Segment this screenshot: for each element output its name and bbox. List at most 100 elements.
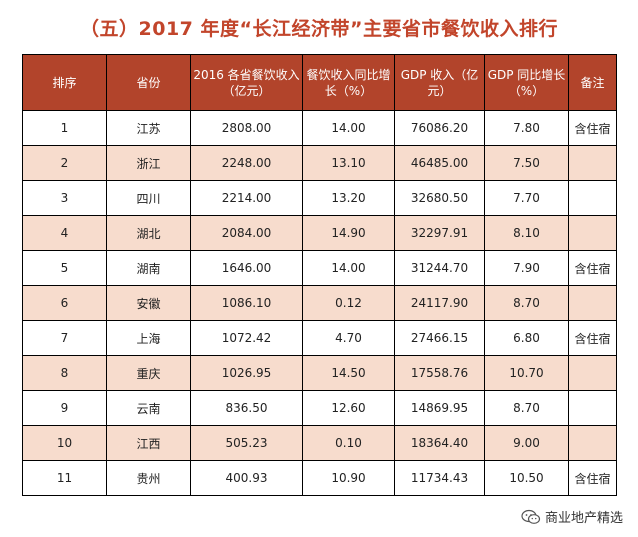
- header-gdp-growth: GDP 同比增长（%）: [484, 54, 569, 111]
- gdp-growth-cell: 7.70: [484, 180, 569, 216]
- province-cell: 湖北: [106, 215, 191, 251]
- catering-growth-cell: 4.70: [302, 320, 395, 356]
- catering-growth-cell: 10.90: [302, 460, 395, 496]
- notes-cell: 含住宿: [568, 320, 617, 356]
- catering-revenue-cell: 1072.42: [190, 320, 303, 356]
- catering-revenue-cell: 1086.10: [190, 285, 303, 321]
- table-row: 11 贵州 400.93 10.90 11734.43 10.50 含住宿: [22, 460, 617, 496]
- table-row: 5 湖南 1646.00 14.00 31244.70 7.90 含住宿: [22, 250, 617, 286]
- notes-cell: [568, 215, 617, 251]
- rank-cell: 8: [22, 355, 107, 391]
- catering-revenue-cell: 400.93: [190, 460, 303, 496]
- header-catering-revenue: 2016 各省餐饮收入（亿元）: [190, 54, 303, 111]
- catering-growth-cell: 0.12: [302, 285, 395, 321]
- catering-revenue-cell: 1026.95: [190, 355, 303, 391]
- catering-revenue-cell: 2214.00: [190, 180, 303, 216]
- wechat-icon: [521, 509, 541, 524]
- rank-cell: 9: [22, 390, 107, 426]
- catering-growth-cell: 14.00: [302, 250, 395, 286]
- gdp-cell: 31244.70: [394, 250, 485, 286]
- province-cell: 浙江: [106, 145, 191, 181]
- gdp-cell: 46485.00: [394, 145, 485, 181]
- gdp-growth-cell: 7.80: [484, 110, 569, 146]
- notes-cell: [568, 425, 617, 461]
- gdp-growth-cell: 10.70: [484, 355, 569, 391]
- gdp-growth-cell: 6.80: [484, 320, 569, 356]
- watermark: 商业地产精选: [517, 506, 626, 527]
- rank-cell: 4: [22, 215, 107, 251]
- header-catering-growth: 餐饮收入同比增长（%）: [302, 54, 395, 111]
- notes-cell: [568, 285, 617, 321]
- header-rank: 排序: [22, 54, 107, 111]
- catering-revenue-cell: 836.50: [190, 390, 303, 426]
- catering-revenue-cell: 2808.00: [190, 110, 303, 146]
- gdp-cell: 24117.90: [394, 285, 485, 321]
- page-title: （五）2017 年度“长江经济带”主要省市餐饮收入排行: [80, 18, 558, 40]
- rank-cell: 5: [22, 250, 107, 286]
- catering-growth-cell: 14.00: [302, 110, 395, 146]
- rank-cell: 11: [22, 460, 107, 496]
- table-header-row: 排序 省份 2016 各省餐饮收入（亿元） 餐饮收入同比增长（%） GDP 收入…: [22, 54, 617, 111]
- header-province: 省份: [106, 54, 191, 111]
- rank-cell: 2: [22, 145, 107, 181]
- catering-revenue-cell: 1646.00: [190, 250, 303, 286]
- province-cell: 重庆: [106, 355, 191, 391]
- catering-revenue-cell: 2084.00: [190, 215, 303, 251]
- table-row: 10 江西 505.23 0.10 18364.40 9.00: [22, 425, 617, 461]
- rank-cell: 6: [22, 285, 107, 321]
- catering-revenue-cell: 2248.00: [190, 145, 303, 181]
- table-row: 6 安徽 1086.10 0.12 24117.90 8.70: [22, 285, 617, 321]
- gdp-cell: 32680.50: [394, 180, 485, 216]
- gdp-cell: 17558.76: [394, 355, 485, 391]
- ranking-table: 排序 省份 2016 各省餐饮收入（亿元） 餐饮收入同比增长（%） GDP 收入…: [22, 54, 617, 496]
- catering-revenue-cell: 505.23: [190, 425, 303, 461]
- table-row: 2 浙江 2248.00 13.10 46485.00 7.50: [22, 145, 617, 181]
- catering-growth-cell: 12.60: [302, 390, 395, 426]
- gdp-cell: 18364.40: [394, 425, 485, 461]
- table-row: 9 云南 836.50 12.60 14869.95 8.70: [22, 390, 617, 426]
- rank-cell: 10: [22, 425, 107, 461]
- table-row: 1 江苏 2808.00 14.00 76086.20 7.80 含住宿: [22, 110, 617, 146]
- gdp-growth-cell: 10.50: [484, 460, 569, 496]
- gdp-cell: 32297.91: [394, 215, 485, 251]
- province-cell: 安徽: [106, 285, 191, 321]
- notes-cell: [568, 355, 617, 391]
- table-row: 7 上海 1072.42 4.70 27466.15 6.80 含住宿: [22, 320, 617, 356]
- notes-cell: 含住宿: [568, 110, 617, 146]
- gdp-growth-cell: 9.00: [484, 425, 569, 461]
- table-row: 4 湖北 2084.00 14.90 32297.91 8.10: [22, 215, 617, 251]
- rank-cell: 7: [22, 320, 107, 356]
- province-cell: 云南: [106, 390, 191, 426]
- watermark-text: 商业地产精选: [544, 511, 623, 526]
- notes-cell: [568, 180, 617, 216]
- gdp-cell: 27466.15: [394, 320, 485, 356]
- rank-cell: 1: [22, 110, 107, 146]
- rank-cell: 3: [22, 180, 107, 216]
- catering-growth-cell: 0.10: [302, 425, 395, 461]
- notes-cell: [568, 390, 617, 426]
- province-cell: 江苏: [106, 110, 191, 146]
- catering-growth-cell: 13.10: [302, 145, 395, 181]
- gdp-growth-cell: 7.90: [484, 250, 569, 286]
- gdp-growth-cell: 8.70: [484, 390, 569, 426]
- catering-growth-cell: 13.20: [302, 180, 395, 216]
- table-row: 8 重庆 1026.95 14.50 17558.76 10.70: [22, 355, 617, 391]
- province-cell: 江西: [106, 425, 191, 461]
- catering-growth-cell: 14.90: [302, 215, 395, 251]
- province-cell: 上海: [106, 320, 191, 356]
- notes-cell: [568, 145, 617, 181]
- gdp-cell: 11734.43: [394, 460, 485, 496]
- gdp-growth-cell: 8.70: [484, 285, 569, 321]
- province-cell: 贵州: [106, 460, 191, 496]
- gdp-cell: 76086.20: [394, 110, 485, 146]
- table-row: 3 四川 2214.00 13.20 32680.50 7.70: [22, 180, 617, 216]
- header-gdp: GDP 收入（亿元）: [394, 54, 485, 111]
- catering-growth-cell: 14.50: [302, 355, 395, 391]
- gdp-growth-cell: 8.10: [484, 215, 569, 251]
- gdp-growth-cell: 7.50: [484, 145, 569, 181]
- gdp-cell: 14869.95: [394, 390, 485, 426]
- province-cell: 四川: [106, 180, 191, 216]
- notes-cell: 含住宿: [568, 250, 617, 286]
- province-cell: 湖南: [106, 250, 191, 286]
- header-notes: 备注: [568, 54, 617, 111]
